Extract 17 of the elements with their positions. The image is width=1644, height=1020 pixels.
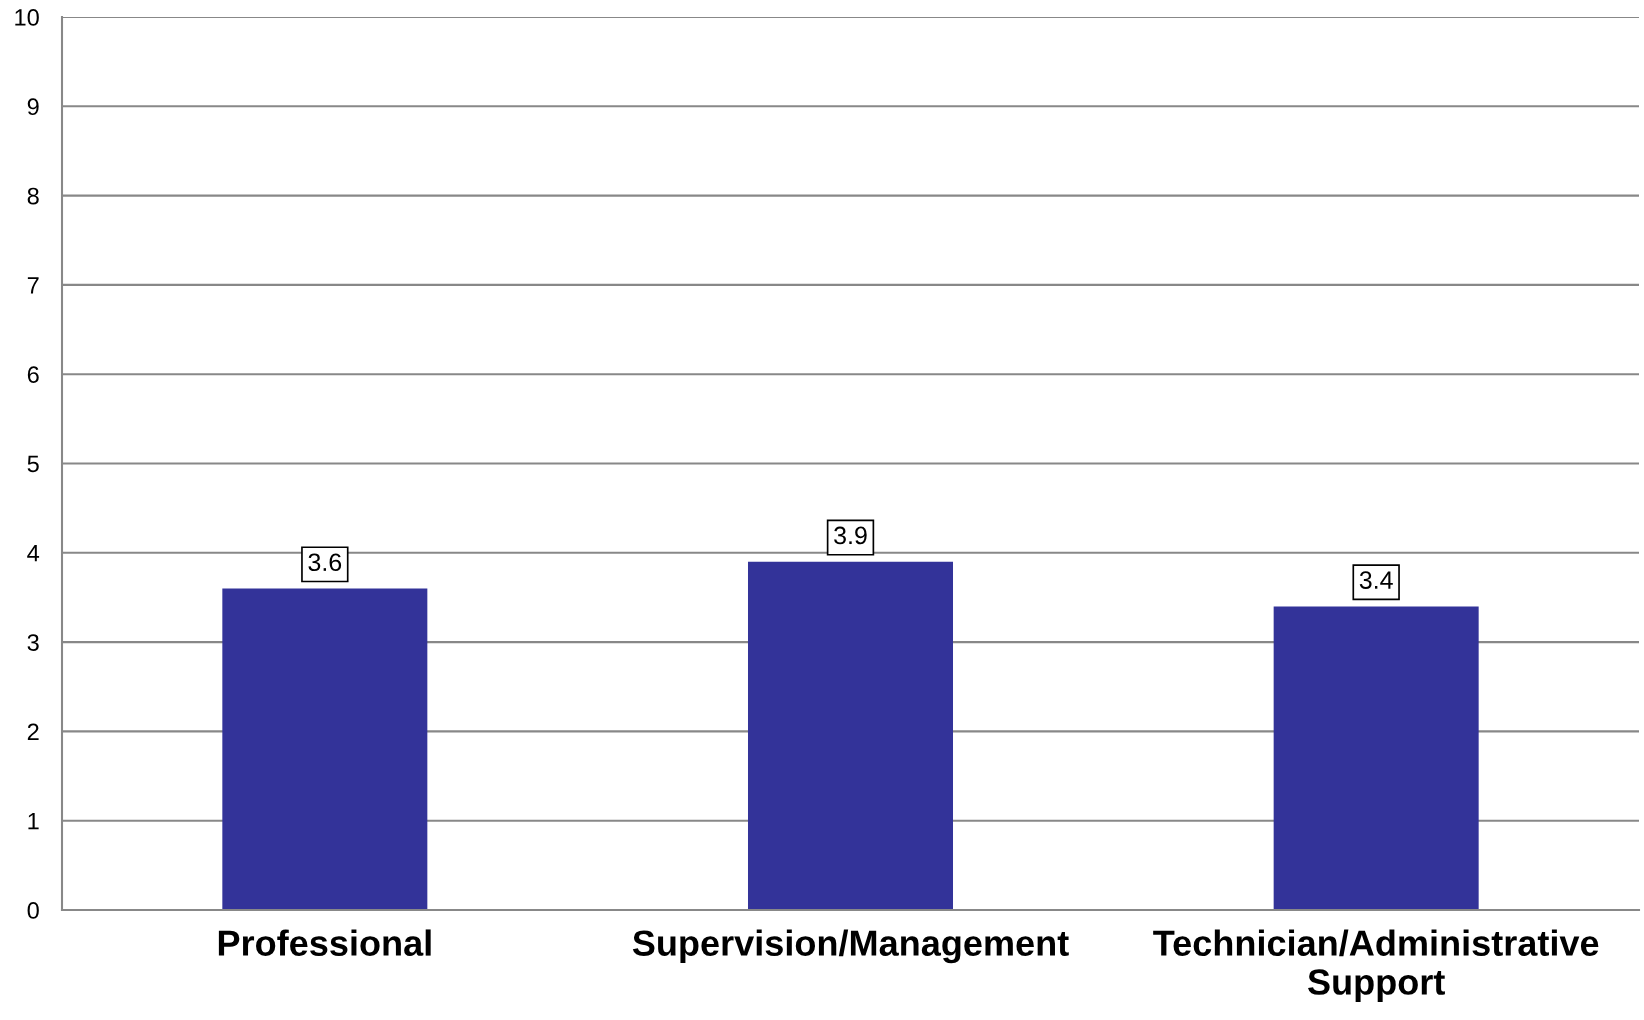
y-tick-label: 6 [27,366,39,383]
data-label: 3.9 [834,526,867,545]
y-tick-label: 0 [27,902,39,919]
y-tick-label: 8 [27,187,39,205]
x-tick-label: Technician/Administrative Support [1153,929,1599,1002]
y-tick-label: 1 [28,813,39,830]
y-tick-label: 3 [27,634,39,651]
x-tick-label: Supervision/Management [632,929,1069,964]
y-tick-label: 4 [27,545,40,562]
y-tick-label: 9 [27,98,39,116]
y-tick-label: 5 [27,455,39,473]
y-tick-label: 7 [27,277,39,294]
data-label: 3.6 [308,553,342,572]
x-tick-label: Professional [218,929,431,956]
y-tick-label: 10 [15,9,39,26]
y-tick-label: 2 [27,723,39,740]
data-label: 3.4 [1359,571,1393,589]
